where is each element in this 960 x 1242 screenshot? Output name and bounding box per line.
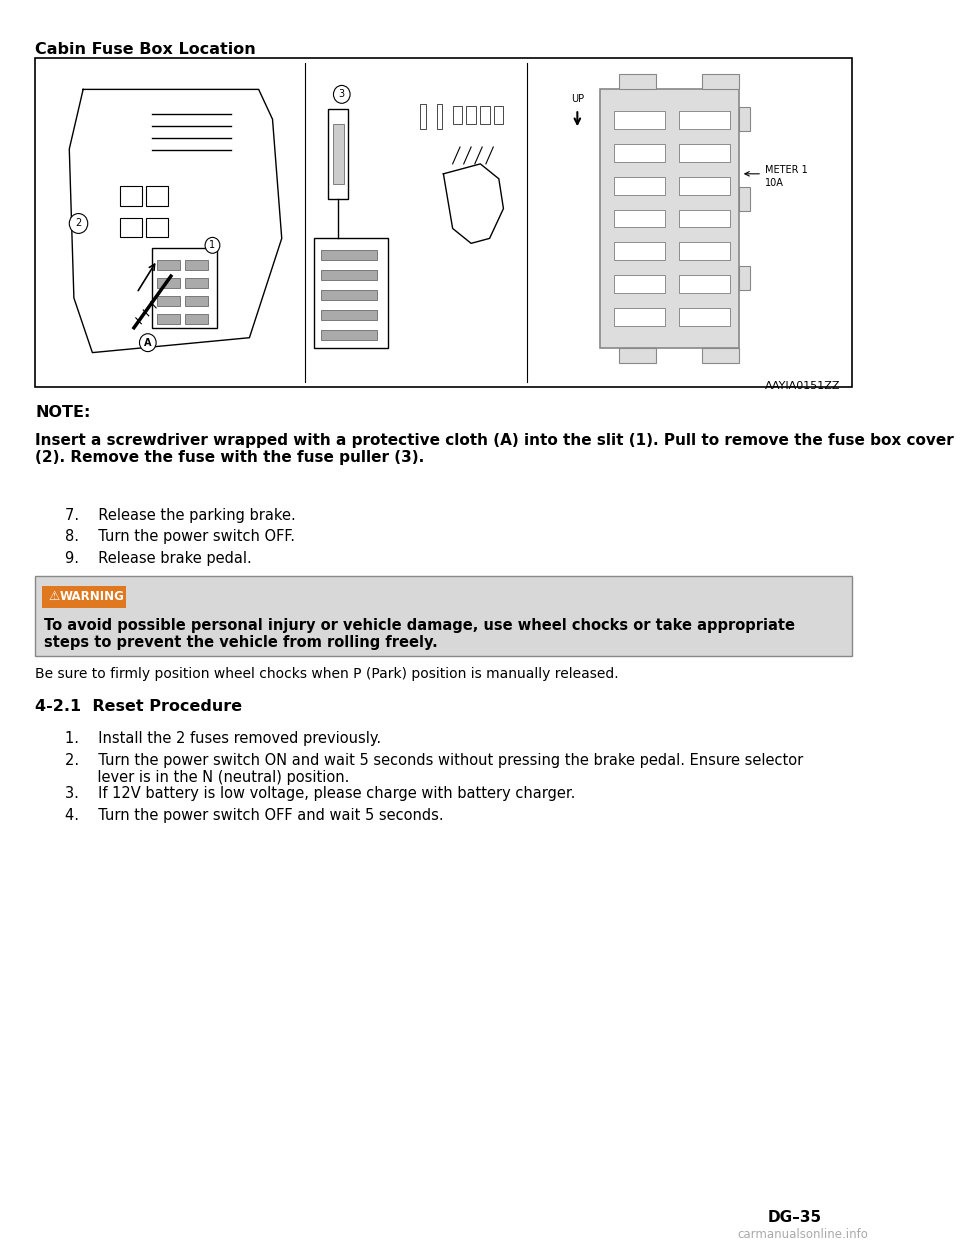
Bar xyxy=(614,210,665,227)
Circle shape xyxy=(139,334,156,351)
Text: Cabin Fuse Box Location: Cabin Fuse Box Location xyxy=(36,42,256,57)
Polygon shape xyxy=(69,89,281,353)
Bar xyxy=(619,75,656,89)
Bar xyxy=(314,238,388,348)
Bar xyxy=(739,107,750,132)
Bar xyxy=(36,576,852,656)
Circle shape xyxy=(205,237,220,253)
Bar xyxy=(437,104,443,129)
Bar xyxy=(184,314,208,324)
Bar xyxy=(42,586,126,607)
Bar xyxy=(36,57,852,388)
Bar xyxy=(452,107,462,124)
Bar xyxy=(153,248,217,328)
Circle shape xyxy=(69,214,87,233)
Bar xyxy=(157,278,180,288)
Bar xyxy=(619,348,656,363)
Bar xyxy=(614,276,665,293)
Bar xyxy=(146,217,168,237)
Bar xyxy=(332,124,344,184)
Text: To avoid possible personal injury or vehicle damage, use wheel chocks or take ap: To avoid possible personal injury or veh… xyxy=(44,617,795,651)
Text: 4.  Turn the power switch OFF and wait 5 seconds.: 4. Turn the power switch OFF and wait 5 … xyxy=(64,807,444,822)
Text: 7.  Release the parking brake.: 7. Release the parking brake. xyxy=(64,508,296,523)
Bar xyxy=(420,104,426,129)
Circle shape xyxy=(333,86,350,103)
Text: 3: 3 xyxy=(339,89,345,99)
Text: ⚠: ⚠ xyxy=(48,590,60,604)
Text: 9.  Release brake pedal.: 9. Release brake pedal. xyxy=(64,551,252,566)
Bar xyxy=(679,210,730,227)
Bar xyxy=(702,348,739,363)
Text: 4-2.1  Reset Procedure: 4-2.1 Reset Procedure xyxy=(36,699,242,714)
Bar xyxy=(600,89,739,348)
Bar xyxy=(322,310,377,320)
Bar xyxy=(614,242,665,261)
Text: UP: UP xyxy=(571,94,584,104)
Bar xyxy=(467,107,476,124)
Bar xyxy=(120,186,142,206)
Text: 1: 1 xyxy=(209,241,216,251)
Bar xyxy=(614,112,665,129)
Bar xyxy=(184,296,208,306)
Bar xyxy=(679,276,730,293)
Bar xyxy=(157,296,180,306)
Text: DG–35: DG–35 xyxy=(768,1210,822,1225)
Bar xyxy=(679,242,730,261)
Bar xyxy=(614,144,665,161)
Bar xyxy=(184,278,208,288)
Bar xyxy=(157,314,180,324)
Bar xyxy=(480,107,490,124)
Bar xyxy=(322,291,377,301)
Bar xyxy=(679,176,730,195)
Text: 1.  Install the 2 fuses removed previously.: 1. Install the 2 fuses removed previousl… xyxy=(64,732,381,746)
Bar xyxy=(146,186,168,206)
Bar xyxy=(614,176,665,195)
Polygon shape xyxy=(444,164,503,243)
Bar xyxy=(494,107,503,124)
Bar xyxy=(322,330,377,340)
Text: A: A xyxy=(144,338,152,348)
Bar xyxy=(322,271,377,281)
Text: 10A: 10A xyxy=(765,178,783,188)
Text: 2.  Turn the power switch ON and wait 5 seconds without pressing the brake pedal: 2. Turn the power switch ON and wait 5 s… xyxy=(64,753,803,785)
Text: METER 1: METER 1 xyxy=(765,165,807,175)
Bar xyxy=(614,308,665,325)
Bar xyxy=(739,266,750,291)
Bar xyxy=(184,261,208,271)
Bar xyxy=(679,144,730,161)
Bar xyxy=(702,75,739,89)
Bar xyxy=(739,186,750,211)
Text: 2: 2 xyxy=(76,219,82,229)
Text: NOTE:: NOTE: xyxy=(36,405,90,420)
Bar xyxy=(679,308,730,325)
Bar xyxy=(679,112,730,129)
Text: AAYIA0151ZZ: AAYIA0151ZZ xyxy=(765,381,841,391)
Text: carmanualsonline.info: carmanualsonline.info xyxy=(737,1227,869,1241)
Bar xyxy=(120,217,142,237)
Bar xyxy=(157,261,180,271)
Bar xyxy=(328,109,348,199)
Text: WARNING: WARNING xyxy=(60,590,125,604)
Text: 8.  Turn the power switch OFF.: 8. Turn the power switch OFF. xyxy=(64,529,295,544)
Text: Insert a screwdriver wrapped with a protective cloth (A) into the slit (1). Pull: Insert a screwdriver wrapped with a prot… xyxy=(36,433,954,466)
Text: Be sure to firmly position wheel chocks when P (Park) position is manually relea: Be sure to firmly position wheel chocks … xyxy=(36,667,619,682)
Text: 3.  If 12V battery is low voltage, please charge with battery charger.: 3. If 12V battery is low voltage, please… xyxy=(64,786,575,801)
Bar xyxy=(322,251,377,261)
